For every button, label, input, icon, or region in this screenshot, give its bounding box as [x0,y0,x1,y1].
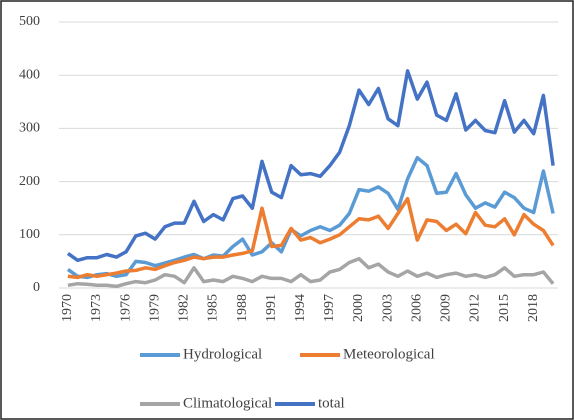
y-tick-label: 0 [33,280,40,295]
x-tick-label: 1985 [206,294,221,322]
x-tick-label: 1973 [89,294,104,322]
legend-label: Hydrological [183,346,262,362]
x-tick-label: 1997 [322,294,337,322]
series-line [66,155,555,280]
series-line [66,69,555,263]
x-tick-label: 1970 [60,294,75,322]
x-tick-label: 1976 [118,294,133,322]
y-tick-label: 200 [19,174,40,189]
y-tick-label: 100 [19,227,40,242]
x-tick-label: 1994 [293,294,308,322]
y-tick-label: 300 [19,121,40,136]
x-tick-label: 1988 [235,294,250,322]
y-tick-label: 400 [19,67,40,82]
legend-label: total [318,395,345,411]
x-tick-label: 2012 [468,294,483,322]
x-tick-label: 2006 [409,294,424,322]
x-tick-label: 2015 [497,294,512,322]
series-line [67,256,555,289]
y-tick-label: 500 [19,14,40,29]
x-tick-label: 1982 [177,294,192,322]
series-line [67,196,555,280]
x-tick-label: 1991 [264,294,279,322]
legend-label: Meteorological [343,346,435,362]
x-tick-label: 2009 [439,294,454,322]
x-tick-label: 1979 [147,294,162,322]
x-tick-label: 2018 [526,294,541,322]
x-tick-label: 2003 [380,294,395,322]
legend-label: Climatological [183,395,272,411]
x-tick-label: 2000 [351,294,366,322]
